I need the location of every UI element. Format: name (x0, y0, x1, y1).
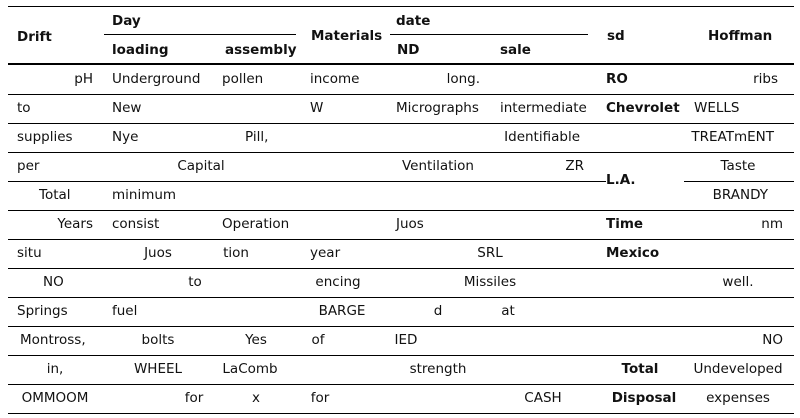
header-drift: Drift (17, 29, 52, 45)
table-cell: L.A. (606, 172, 636, 188)
row-divider (8, 210, 794, 211)
table-cell: WHEEL (133, 361, 183, 377)
table-cell: encing (315, 274, 361, 290)
table-cell: intermediate (500, 100, 587, 116)
table-cell: long. (446, 71, 480, 87)
table-cell: tion (223, 245, 249, 261)
header-loading: loading (112, 42, 169, 58)
header-nd: ND (397, 42, 420, 58)
day-group-rule (104, 34, 296, 35)
row-divider (8, 413, 794, 414)
table-cell: Mexico (606, 245, 660, 261)
table-cell: expenses (706, 390, 770, 406)
table-cell: Montross, (20, 332, 86, 348)
table-cell: for (184, 390, 204, 406)
row-divider (8, 239, 794, 240)
table-cell: income (310, 71, 360, 87)
table-cell: NO (43, 274, 64, 290)
table-cell: Missiles (463, 274, 517, 290)
table-cell: CASH (524, 390, 562, 406)
table-cell: Total (621, 361, 659, 377)
table-cell: of (311, 332, 325, 348)
table-cell: Taste (720, 158, 756, 174)
table-cell: in, (46, 361, 64, 377)
table-cell: to (188, 274, 202, 290)
table-cell: nm (761, 216, 783, 232)
header-hoffman: Hoffman (708, 28, 773, 44)
table-cell: SRL (477, 245, 503, 261)
table-cell: bolts (141, 332, 175, 348)
table-cell: Juos (396, 216, 424, 232)
table-cell: RO (606, 71, 628, 87)
table-cell: Nye (112, 129, 139, 145)
header-day: Day (112, 13, 141, 29)
table-cell: for (310, 390, 330, 406)
row-divider (8, 94, 794, 95)
row-divider (8, 268, 794, 269)
table-cell: ZR (565, 158, 584, 174)
top-border (8, 6, 794, 7)
data-table: Drift Day loading assembly Materials dat… (8, 6, 794, 414)
table-cell: Identifiable (504, 129, 580, 145)
table-cell: well. (722, 274, 754, 290)
header-sale: sale (500, 42, 531, 58)
table-cell: LaComb (222, 361, 278, 377)
row-divider (8, 123, 794, 124)
header-sd: sd (607, 28, 625, 44)
table-cell: pH (74, 71, 93, 87)
table-cell: situ (17, 245, 42, 261)
table-cell: Capital (177, 158, 225, 174)
table-cell: Total (39, 187, 71, 203)
row-divider (8, 355, 794, 356)
table-cell: Underground (112, 71, 201, 87)
header-date: date (396, 13, 431, 29)
header-bottom-border (8, 63, 794, 64)
date-group-rule (390, 34, 588, 35)
table-cell: consist (112, 216, 160, 232)
table-cell: at (501, 303, 515, 319)
table-cell: Yes (245, 332, 267, 348)
row-divider (8, 152, 794, 153)
table-cell: W (310, 100, 324, 116)
table-cell: strength (409, 361, 467, 377)
table-cell: Years (57, 216, 93, 232)
row-divider (684, 181, 794, 182)
table-cell: OMMOOM (21, 390, 89, 406)
table-cell: Chevrolet (606, 100, 680, 116)
table-cell: year (310, 245, 341, 261)
row-divider (8, 384, 794, 385)
table-cell: ribs (753, 71, 778, 87)
header-assembly: assembly (225, 42, 297, 58)
table-cell: NO (762, 332, 783, 348)
table-cell: BRANDY (712, 187, 768, 203)
table-cell: Operation (222, 216, 290, 232)
table-cell: IED (394, 332, 418, 348)
table-cell: per (17, 158, 40, 174)
header-bottom-border-2 (8, 64, 794, 65)
table-cell: Springs (17, 303, 68, 319)
row-divider (8, 297, 794, 298)
table-cell: TREATmENT (691, 129, 774, 145)
table-cell: minimum (112, 187, 177, 203)
table-cell: supplies (17, 129, 73, 145)
table-cell: Juos (144, 245, 172, 261)
table-cell: Disposal (611, 390, 677, 406)
table-cell: Ventilation (402, 158, 474, 174)
table-cell: x (252, 390, 260, 406)
row-divider (8, 326, 794, 327)
row-divider (8, 181, 606, 182)
table-cell: Time (606, 216, 644, 232)
table-cell: Undeveloped (693, 361, 783, 377)
table-cell: pollen (222, 71, 264, 87)
table-cell: d (433, 303, 443, 319)
table-cell: BARGE (318, 303, 366, 319)
table-cell: to (17, 100, 31, 116)
table-cell: New (112, 100, 142, 116)
table-cell: fuel (112, 303, 138, 319)
header-materials: Materials (311, 28, 383, 44)
table-cell: Pill, (245, 129, 269, 145)
table-cell: Micrographs (396, 100, 479, 116)
table-cell: WELLS (694, 100, 740, 116)
